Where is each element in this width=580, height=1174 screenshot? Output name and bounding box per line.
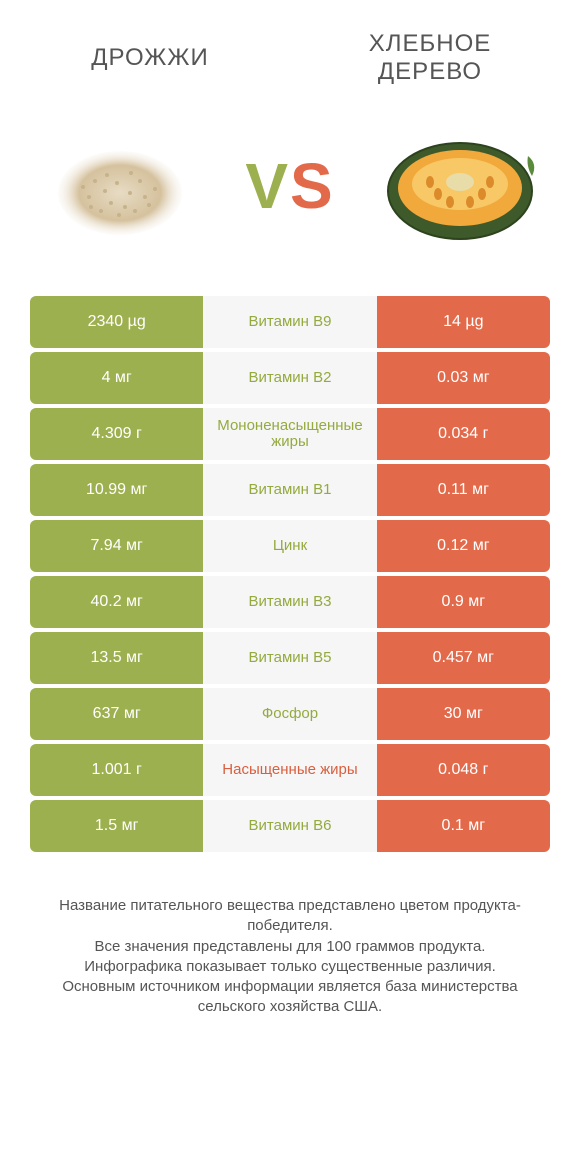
nutrient-label: Фосфор — [203, 688, 376, 740]
footer-line: Основным источником информации является … — [40, 977, 540, 1018]
right-value: 0.457 мг — [377, 632, 550, 684]
image-row: VS — [0, 96, 580, 296]
footer-line: Название питательного вещества представл… — [40, 896, 540, 937]
nutrient-label: Витамин B1 — [203, 464, 376, 516]
right-value: 0.03 мг — [377, 352, 550, 404]
right-value: 0.034 г — [377, 408, 550, 460]
nutrient-label: Витамин B5 — [203, 632, 376, 684]
vs-label: VS — [245, 149, 334, 223]
left-value: 7.94 мг — [30, 520, 203, 572]
left-value: 40.2 мг — [30, 576, 203, 628]
right-value: 0.1 мг — [377, 800, 550, 852]
breadfruit-icon — [380, 106, 540, 266]
left-value: 637 мг — [30, 688, 203, 740]
table-row: 7.94 мгЦинк0.12 мг — [30, 520, 550, 572]
vs-v: V — [245, 150, 290, 222]
nutrition-table: 2340 µgВитамин B914 µg4 мгВитамин B20.03… — [0, 296, 580, 852]
left-value: 2340 µg — [30, 296, 203, 348]
table-row: 1.001 гНасыщенные жиры0.048 г — [30, 744, 550, 796]
table-row: 1.5 мгВитамин B60.1 мг — [30, 800, 550, 852]
yeast-icon — [40, 106, 200, 266]
right-value: 30 мг — [377, 688, 550, 740]
table-row: 2340 µgВитамин B914 µg — [30, 296, 550, 348]
right-value: 0.048 г — [377, 744, 550, 796]
right-value: 0.9 мг — [377, 576, 550, 628]
left-value: 1.001 г — [30, 744, 203, 796]
table-row: 13.5 мгВитамин B50.457 мг — [30, 632, 550, 684]
right-value: 14 µg — [377, 296, 550, 348]
table-row: 10.99 мгВитамин B10.11 мг — [30, 464, 550, 516]
nutrient-label: Витамин B3 — [203, 576, 376, 628]
left-value: 4.309 г — [30, 408, 203, 460]
left-value: 1.5 мг — [30, 800, 203, 852]
nutrient-label: Насыщенные жиры — [203, 744, 376, 796]
header: ДРОЖЖИ ХЛЕБНОЕ ДЕРЕВО — [0, 0, 580, 96]
table-row: 4 мгВитамин B20.03 мг — [30, 352, 550, 404]
right-value: 0.11 мг — [377, 464, 550, 516]
nutrient-label: Витамин B2 — [203, 352, 376, 404]
table-row: 4.309 гМононенасыщенные жиры0.034 г — [30, 408, 550, 460]
footer-line: Все значения представлены для 100 граммо… — [40, 937, 540, 957]
left-value: 4 мг — [30, 352, 203, 404]
left-product-title: ДРОЖЖИ — [40, 44, 260, 72]
table-row: 40.2 мгВитамин B30.9 мг — [30, 576, 550, 628]
footer-line: Инфографика показывает только существенн… — [40, 957, 540, 977]
footer-notes: Название питательного вещества представл… — [0, 856, 580, 1018]
right-product-title: ХЛЕБНОЕ ДЕРЕВО — [320, 30, 540, 86]
vs-s: S — [290, 150, 335, 222]
nutrient-label: Цинк — [203, 520, 376, 572]
nutrient-label: Витамин B9 — [203, 296, 376, 348]
nutrient-label: Мононенасыщенные жиры — [203, 408, 376, 460]
nutrient-label: Витамин B6 — [203, 800, 376, 852]
left-value: 13.5 мг — [30, 632, 203, 684]
table-row: 637 мгФосфор30 мг — [30, 688, 550, 740]
left-value: 10.99 мг — [30, 464, 203, 516]
right-value: 0.12 мг — [377, 520, 550, 572]
